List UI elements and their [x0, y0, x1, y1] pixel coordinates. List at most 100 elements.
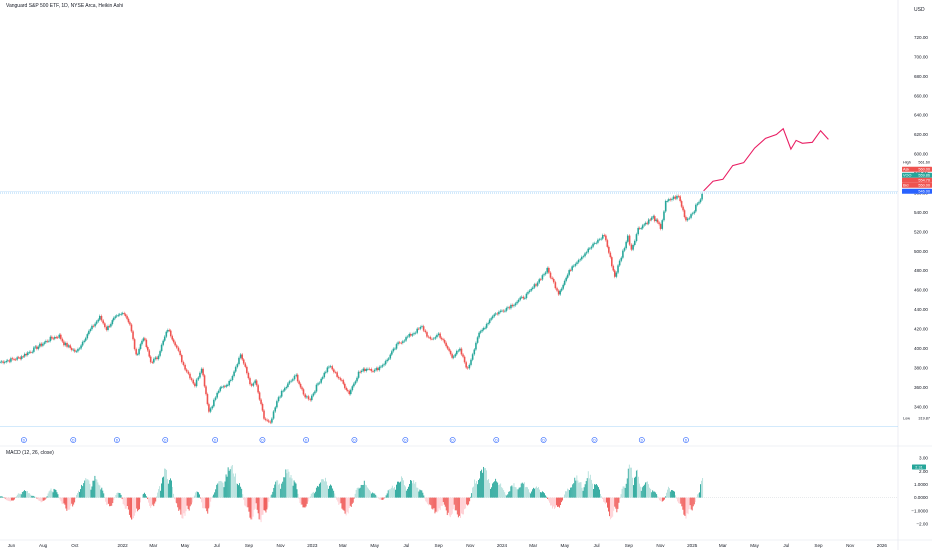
candle-body[interactable]	[398, 342, 401, 344]
candle-body[interactable]	[368, 368, 371, 370]
candle-body[interactable]	[226, 385, 229, 386]
candle-body[interactable]	[568, 270, 570, 275]
candle-body[interactable]	[445, 342, 447, 347]
candle-body[interactable]	[535, 284, 537, 286]
candle-body[interactable]	[168, 330, 171, 331]
candle-body[interactable]	[653, 216, 656, 221]
candle-body[interactable]	[67, 345, 70, 347]
candle-body[interactable]	[362, 368, 365, 371]
candle-body[interactable]	[628, 235, 631, 245]
candle-body[interactable]	[266, 419, 268, 421]
candle-body[interactable]	[572, 265, 575, 267]
candle-body[interactable]	[392, 348, 395, 352]
candle-body[interactable]	[582, 256, 585, 257]
candle-body[interactable]	[679, 196, 681, 202]
candle-body[interactable]	[104, 323, 106, 327]
candle-body[interactable]	[562, 284, 564, 289]
candle-body[interactable]	[449, 350, 452, 355]
candle-body[interactable]	[410, 334, 412, 336]
candle-body[interactable]	[499, 310, 502, 312]
candle-body[interactable]	[589, 248, 591, 250]
candle-body[interactable]	[579, 259, 581, 261]
candle-body[interactable]	[442, 339, 444, 341]
candle-body[interactable]	[389, 354, 392, 359]
candle-body[interactable]	[656, 219, 659, 223]
candle-body[interactable]	[252, 383, 255, 386]
candle-body[interactable]	[640, 228, 642, 230]
candle-body[interactable]	[344, 383, 346, 388]
candle-body[interactable]	[546, 267, 549, 273]
candle-body[interactable]	[524, 298, 526, 299]
candle-body[interactable]	[2, 361, 4, 363]
candle-body[interactable]	[377, 368, 379, 371]
candle-body[interactable]	[674, 196, 677, 199]
candle-body[interactable]	[696, 203, 699, 205]
candle-body[interactable]	[84, 338, 87, 341]
candle-body[interactable]	[337, 376, 340, 379]
candle-body[interactable]	[520, 296, 523, 298]
candle-body[interactable]	[208, 404, 210, 412]
candle-body[interactable]	[611, 257, 613, 267]
candle-body[interactable]	[78, 348, 81, 350]
candle-body[interactable]	[457, 350, 460, 352]
candle-body[interactable]	[403, 340, 406, 342]
candle-body[interactable]	[507, 307, 509, 309]
candle-body[interactable]	[120, 313, 123, 315]
candle-body[interactable]	[250, 384, 253, 386]
candle-body[interactable]	[585, 252, 588, 254]
candle-body[interactable]	[427, 336, 430, 338]
candle-body[interactable]	[693, 211, 696, 214]
candle-body[interactable]	[54, 337, 56, 339]
candle-body[interactable]	[69, 345, 71, 349]
candle-body[interactable]	[60, 334, 62, 339]
candle-body[interactable]	[295, 374, 298, 376]
candle-body[interactable]	[411, 334, 414, 336]
candle-body[interactable]	[320, 378, 322, 383]
candle-body[interactable]	[20, 356, 23, 359]
candle-body[interactable]	[339, 378, 342, 380]
candle-body[interactable]	[357, 371, 360, 378]
candle-body[interactable]	[514, 303, 517, 306]
candle-body[interactable]	[246, 366, 248, 374]
candle-body[interactable]	[279, 396, 281, 398]
candle-body[interactable]	[448, 348, 450, 351]
candle-body[interactable]	[504, 310, 506, 312]
candle-body[interactable]	[25, 353, 28, 355]
candle-body[interactable]	[205, 386, 207, 395]
candle-body[interactable]	[299, 383, 302, 388]
candle-body[interactable]	[113, 317, 115, 321]
candle-body[interactable]	[77, 349, 79, 352]
candle-body[interactable]	[549, 272, 552, 278]
candle-body[interactable]	[42, 343, 44, 346]
candle-body[interactable]	[664, 201, 667, 212]
candle-body[interactable]	[677, 195, 680, 197]
candle-body[interactable]	[333, 369, 335, 373]
candle-body[interactable]	[552, 278, 555, 283]
candle-body[interactable]	[199, 372, 201, 378]
candle-body[interactable]	[490, 318, 492, 320]
candle-body[interactable]	[94, 323, 96, 327]
candle-body[interactable]	[0, 362, 1, 363]
candle-body[interactable]	[463, 356, 466, 363]
candle-body[interactable]	[167, 330, 169, 332]
candle-body[interactable]	[479, 331, 482, 333]
candle-body[interactable]	[505, 308, 508, 311]
candle-body[interactable]	[329, 366, 332, 368]
candle-body[interactable]	[566, 274, 569, 278]
candle-body[interactable]	[80, 345, 82, 349]
candle-body[interactable]	[439, 333, 441, 338]
candle-body[interactable]	[563, 280, 566, 285]
candle-body[interactable]	[277, 397, 280, 402]
candle-body[interactable]	[551, 277, 553, 279]
candle-body[interactable]	[255, 380, 258, 386]
candle-body[interactable]	[543, 274, 545, 276]
candle-body[interactable]	[383, 364, 385, 366]
candle-body[interactable]	[274, 407, 277, 412]
candle-body[interactable]	[334, 372, 337, 373]
candle-body[interactable]	[373, 369, 376, 372]
candle-body[interactable]	[117, 314, 120, 316]
candle-body[interactable]	[130, 324, 133, 332]
candle-body[interactable]	[360, 370, 363, 373]
candle-body[interactable]	[349, 390, 352, 395]
